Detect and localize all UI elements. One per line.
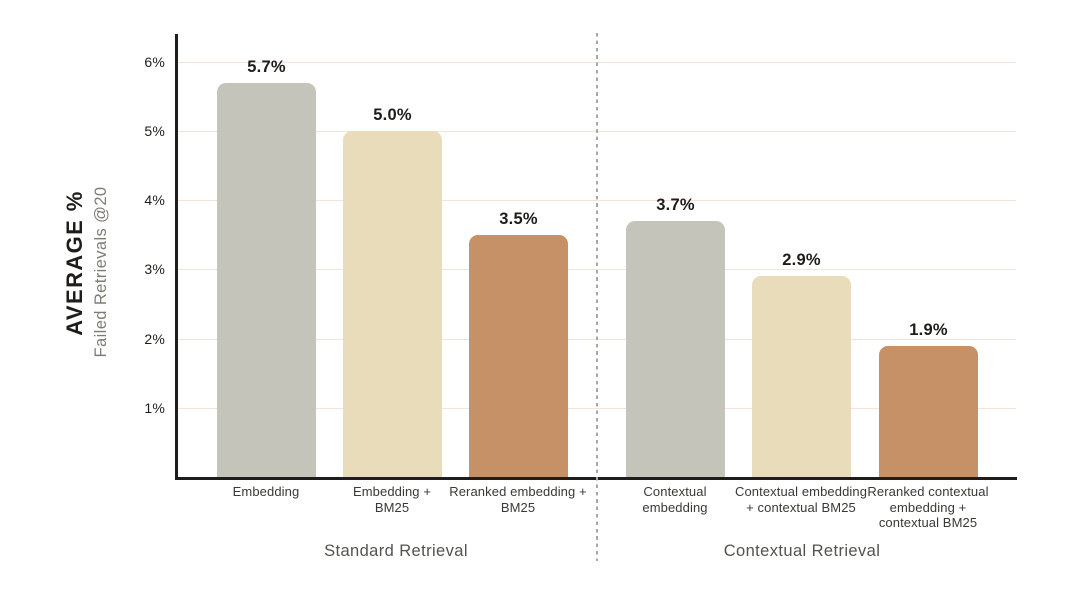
bar-embedding — [217, 82, 316, 477]
group-label-standard-retrieval: Standard Retrieval — [324, 542, 468, 560]
y-tick-label-5pct: 5% — [144, 123, 165, 139]
bar-value-label: 2.9% — [782, 251, 821, 270]
bar-contextual-embedding-bm25 — [752, 276, 851, 477]
y-axis-line — [175, 34, 178, 480]
y-tick-label-3pct: 3% — [144, 261, 165, 277]
y-tick-label-2pct: 2% — [144, 331, 165, 347]
bar-value-label: 5.7% — [247, 57, 286, 76]
x-tick-label-reranked-embedding-bm25: Reranked embedding + BM25 — [449, 484, 587, 515]
bar-reranked-embedding-bm25 — [469, 234, 568, 477]
bar-value-label: 3.7% — [656, 196, 695, 214]
bar-column-embedding: 5.7% — [217, 58, 316, 477]
y-tick-label-4pct: 4% — [144, 192, 165, 208]
bar-embedding-bm25 — [343, 131, 442, 477]
bar-reranked-contextual-embedding-bm25 — [879, 345, 978, 477]
bar-column-reranked-embedding-bm25: 3.5% — [469, 210, 568, 477]
bar-value-label: 3.5% — [499, 209, 538, 228]
y-tick-label-1pct: 1% — [144, 400, 165, 416]
y-axis-title: AVERAGE % — [62, 190, 87, 336]
x-tick-label-contextual-embedding-bm25: Contextual embedding + contextual BM25 — [734, 484, 868, 515]
bar-value-label: 5.0% — [373, 106, 412, 124]
x-tick-label-embedding-bm25: Embedding + BM25 — [352, 484, 432, 515]
bar-value-label: 1.9% — [909, 320, 948, 339]
bar-column-contextual-embedding-bm25: 2.9% — [752, 251, 851, 477]
x-tick-label-contextual-embedding: Contextual embedding — [642, 484, 708, 515]
group-label-contextual-retrieval: Contextual Retrieval — [723, 542, 881, 560]
bar-column-reranked-contextual-embedding-bm25: 1.9% — [879, 320, 978, 477]
bar-column-embedding-bm25: 5.0% — [343, 106, 442, 477]
bar-column-contextual-embedding: 3.7% — [626, 196, 725, 477]
bar-contextual-embedding — [626, 221, 725, 477]
group-divider-dashed-line — [596, 33, 598, 561]
y-tick-label-6pct: 6% — [144, 54, 165, 70]
x-tick-label-embedding: Embedding — [232, 484, 300, 499]
x-tick-label-reranked-contextual-embedding-bm25: Reranked contextual embedding + contextu… — [867, 484, 989, 530]
